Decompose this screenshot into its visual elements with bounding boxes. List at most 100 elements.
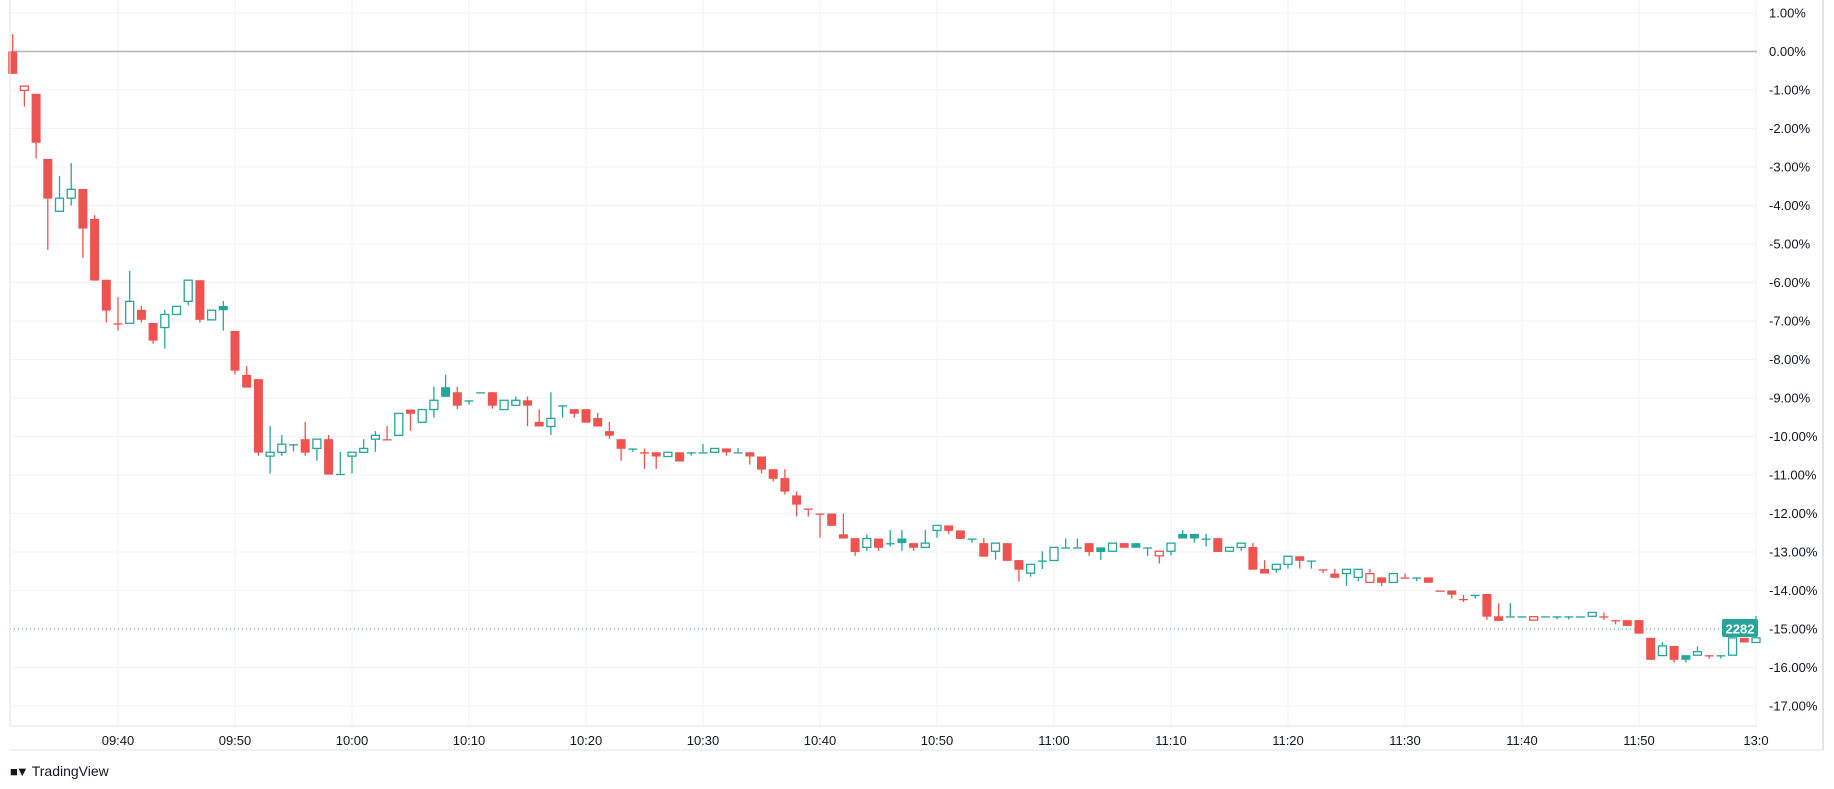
- candle-body: [101, 279, 111, 311]
- candle: [1646, 637, 1656, 660]
- candle: [534, 409, 544, 427]
- candle-body: [417, 408, 427, 423]
- candle-body: [874, 538, 883, 548]
- candle: [909, 543, 919, 551]
- candle: [1470, 594, 1480, 599]
- candle-body: [534, 421, 544, 427]
- candle-body: [78, 188, 88, 229]
- candle-body: [710, 447, 720, 453]
- candle: [1330, 568, 1340, 578]
- grid: [10, 0, 1757, 726]
- candle-body: [1107, 542, 1118, 552]
- candle: [464, 400, 474, 405]
- candle-body: [1681, 655, 1691, 660]
- candle: [1295, 556, 1305, 569]
- candle-body: [206, 309, 217, 321]
- candle: [1400, 573, 1410, 579]
- y-tick-label: -10.00%: [1769, 429, 1818, 444]
- candle-body: [1423, 577, 1433, 583]
- candle: [31, 93, 41, 159]
- candle: [1131, 543, 1141, 548]
- candle: [628, 448, 638, 452]
- candle: [370, 431, 381, 452]
- candle-body: [1096, 547, 1106, 552]
- candle: [218, 300, 228, 331]
- candle: [1388, 572, 1398, 584]
- candle-body: [136, 309, 146, 320]
- time-axis[interactable]: 09:40 09:50 10:00 10:10 10:20 10:30 10:40 10:50…: [102, 733, 1769, 748]
- candle: [66, 163, 76, 206]
- candle: [838, 513, 848, 539]
- candle-body: [581, 409, 591, 423]
- candle-body: [1482, 593, 1492, 617]
- candle-body: [1201, 538, 1211, 540]
- candle-body: [1365, 572, 1375, 584]
- candle-body: [1330, 573, 1340, 578]
- candle: [967, 538, 977, 543]
- candle-body: [8, 51, 18, 74]
- candle: [1025, 563, 1036, 577]
- candle-body: [1564, 616, 1574, 618]
- candle-body: [745, 452, 755, 457]
- candle: [757, 456, 766, 474]
- candle: [171, 305, 182, 316]
- candle-body: [990, 542, 1001, 552]
- tradingview-logo[interactable]: ■▼ TradingView: [10, 763, 109, 779]
- candle-body: [616, 439, 626, 449]
- candle: [382, 426, 392, 441]
- candle: [920, 530, 930, 549]
- candle-body: [1377, 577, 1387, 583]
- y-tick-label: 1.00%: [1769, 6, 1806, 21]
- candle: [1459, 594, 1468, 603]
- candle: [54, 175, 65, 212]
- candle: [1061, 538, 1071, 549]
- candle-body: [300, 439, 310, 453]
- candle-body: [885, 543, 895, 545]
- candle: [452, 386, 462, 410]
- candle: [441, 374, 451, 397]
- candle-body: [265, 451, 275, 457]
- candle: [265, 426, 275, 474]
- candle-body: [1540, 616, 1550, 618]
- candle-body: [113, 323, 123, 325]
- candle: [897, 530, 907, 551]
- candle-body: [1412, 577, 1422, 579]
- candle-body: [979, 543, 989, 557]
- candle: [827, 513, 837, 526]
- brand-name: TradingView: [31, 763, 109, 779]
- candle: [1529, 616, 1539, 621]
- candle: [745, 452, 755, 465]
- candle: [616, 439, 626, 461]
- candle: [1540, 616, 1550, 618]
- x-tick-label: 10:50: [921, 733, 954, 748]
- candle: [792, 491, 802, 517]
- candle-body: [1646, 637, 1656, 660]
- candle-body: [1576, 616, 1585, 618]
- candle: [136, 305, 146, 323]
- candle: [476, 392, 486, 394]
- candle-body: [1552, 616, 1562, 618]
- x-tick-label: 10:20: [570, 733, 603, 748]
- candle: [1318, 569, 1328, 574]
- candle-body: [1599, 616, 1609, 618]
- candle: [1599, 612, 1609, 620]
- candle: [406, 409, 415, 431]
- candle-body: [1341, 568, 1352, 575]
- candle-body: [1260, 568, 1270, 574]
- candle: [955, 530, 965, 539]
- x-tick-label: 11:30: [1389, 733, 1421, 748]
- candle: [487, 392, 497, 409]
- y-tick-label: -1.00%: [1769, 83, 1811, 98]
- candle: [1576, 616, 1585, 618]
- candle-body: [1400, 577, 1410, 579]
- candle-body: [815, 513, 825, 515]
- y-tick-label: -3.00%: [1769, 160, 1811, 175]
- candle: [324, 434, 334, 475]
- price-axis[interactable]: 1.00% 0.00% -1.00% -2.00% -3.00% -4.00% -5.00%…: [1769, 6, 1818, 714]
- candle: [417, 408, 427, 423]
- candle-body: [54, 197, 65, 212]
- candle-body: [651, 452, 661, 457]
- candle: [815, 513, 825, 538]
- candle-body: [558, 405, 568, 407]
